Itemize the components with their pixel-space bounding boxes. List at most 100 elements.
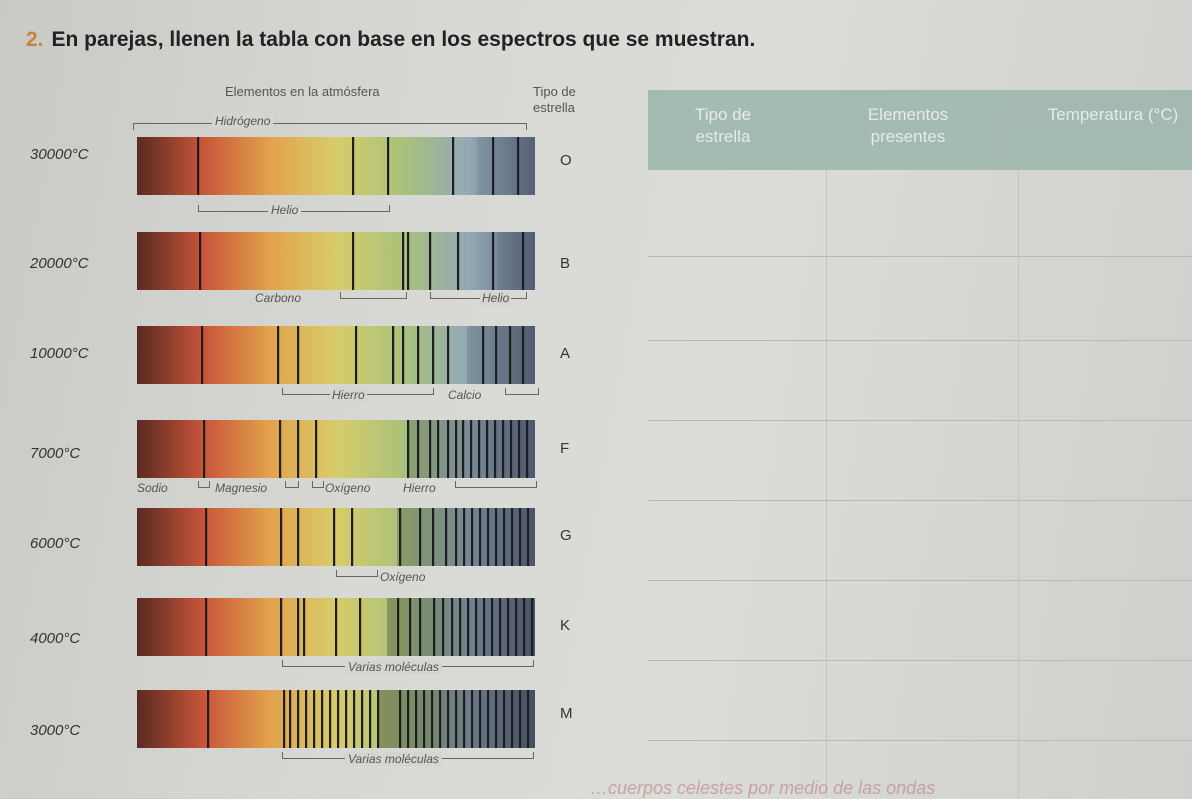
star-temp-o: 30000°C bbox=[30, 146, 89, 163]
absorption-line bbox=[511, 690, 514, 748]
table-row bbox=[648, 580, 1192, 581]
absorption-line bbox=[303, 598, 306, 656]
absorption-line bbox=[487, 690, 490, 748]
absorption-line bbox=[297, 508, 300, 566]
absorption-line bbox=[486, 420, 489, 478]
absorption-line bbox=[482, 326, 485, 384]
absorption-line bbox=[479, 508, 482, 566]
absorption-line bbox=[509, 326, 512, 384]
star-type-m: M bbox=[560, 705, 573, 722]
absorption-line bbox=[419, 598, 422, 656]
spectrum-band bbox=[137, 508, 535, 566]
carbon-bracket bbox=[340, 292, 407, 299]
spectrum-f bbox=[137, 420, 535, 478]
table-row bbox=[648, 340, 1192, 341]
spectrum-g bbox=[137, 508, 535, 566]
absorption-line bbox=[437, 420, 440, 478]
absorption-line bbox=[205, 508, 208, 566]
absorption-line bbox=[462, 420, 465, 478]
absorption-line bbox=[431, 690, 434, 748]
label-magnesio: Magnesio bbox=[215, 481, 268, 495]
label-oxigeno-2: Oxígeno bbox=[380, 570, 426, 584]
type-header: Tipo de estrella bbox=[533, 84, 576, 115]
label-helio: Helio bbox=[268, 203, 302, 217]
absorption-line bbox=[352, 137, 355, 195]
star-type-b: B bbox=[560, 255, 571, 272]
spectrum-band bbox=[137, 232, 535, 290]
label-oxigeno: Oxígeno bbox=[325, 481, 371, 495]
absorption-line bbox=[523, 598, 526, 656]
absorption-line bbox=[429, 420, 432, 478]
absorption-line bbox=[447, 690, 450, 748]
elements-header: Elementos en la atmósfera bbox=[225, 84, 380, 99]
absorption-line bbox=[407, 420, 410, 478]
absorption-line bbox=[313, 690, 316, 748]
absorption-line bbox=[402, 326, 405, 384]
absorption-line bbox=[475, 598, 478, 656]
label-moleculas: Varias moléculas bbox=[345, 660, 442, 674]
absorption-line bbox=[455, 690, 458, 748]
absorption-line bbox=[407, 690, 410, 748]
absorption-line bbox=[447, 326, 450, 384]
spectrum-b bbox=[137, 232, 535, 290]
absorption-line bbox=[445, 508, 448, 566]
table-row bbox=[648, 256, 1192, 257]
spectrum-shade bbox=[467, 326, 535, 384]
table-col-temperature: Temperatura (°C) bbox=[1047, 105, 1179, 124]
instruction-number: 2. bbox=[26, 28, 44, 51]
absorption-line bbox=[531, 598, 534, 656]
absorption-line bbox=[522, 326, 525, 384]
absorption-line bbox=[203, 420, 206, 478]
absorption-line bbox=[495, 508, 498, 566]
star-temp-f: 7000°C bbox=[30, 445, 81, 462]
absorption-line bbox=[471, 690, 474, 748]
star-temp-g: 6000°C bbox=[30, 535, 81, 552]
absorption-line bbox=[527, 690, 530, 748]
absorption-line bbox=[207, 690, 210, 748]
absorption-line bbox=[387, 137, 390, 195]
absorption-line bbox=[352, 232, 355, 290]
table-row bbox=[648, 500, 1192, 501]
absorption-line bbox=[522, 232, 525, 290]
absorption-line bbox=[289, 690, 292, 748]
absorption-line bbox=[510, 420, 513, 478]
absorption-line bbox=[402, 232, 405, 290]
spectrum-band bbox=[137, 690, 535, 748]
instruction: 2. En parejas, llenen la tabla con base e… bbox=[26, 28, 755, 52]
absorption-line bbox=[315, 420, 318, 478]
absorption-line bbox=[361, 690, 364, 748]
label-hierro-2: Hierro bbox=[403, 481, 436, 495]
absorption-line bbox=[415, 690, 418, 748]
absorption-line bbox=[197, 137, 200, 195]
absorption-line bbox=[280, 508, 283, 566]
absorption-line bbox=[407, 232, 410, 290]
absorption-line bbox=[351, 508, 354, 566]
table-col-type: Tipo de estrella bbox=[694, 105, 752, 146]
absorption-line bbox=[399, 690, 402, 748]
absorption-line bbox=[429, 232, 432, 290]
absorption-line bbox=[432, 326, 435, 384]
spectrum-shade bbox=[397, 508, 535, 566]
spectrum-shade bbox=[477, 137, 535, 195]
label-helio-2: Helio bbox=[480, 291, 512, 305]
absorption-line bbox=[377, 690, 380, 748]
spectrum-band bbox=[137, 326, 535, 384]
star-type-o: O bbox=[560, 152, 572, 169]
absorption-line bbox=[455, 420, 458, 478]
absorption-line bbox=[392, 326, 395, 384]
spectrum-band bbox=[137, 137, 535, 195]
spectrum-shade bbox=[497, 232, 535, 290]
absorption-line bbox=[297, 326, 300, 384]
table-row bbox=[648, 420, 1192, 421]
absorption-line bbox=[478, 420, 481, 478]
absorption-line bbox=[369, 690, 372, 748]
absorption-line bbox=[201, 326, 204, 384]
absorption-line bbox=[199, 232, 202, 290]
absorption-line bbox=[439, 690, 442, 748]
absorption-line bbox=[470, 420, 473, 478]
absorption-line bbox=[527, 508, 530, 566]
absorption-line bbox=[419, 508, 422, 566]
oxygen-bracket bbox=[312, 481, 324, 488]
table-col-elements: Elementos presentes bbox=[867, 105, 949, 146]
absorption-line bbox=[492, 137, 495, 195]
